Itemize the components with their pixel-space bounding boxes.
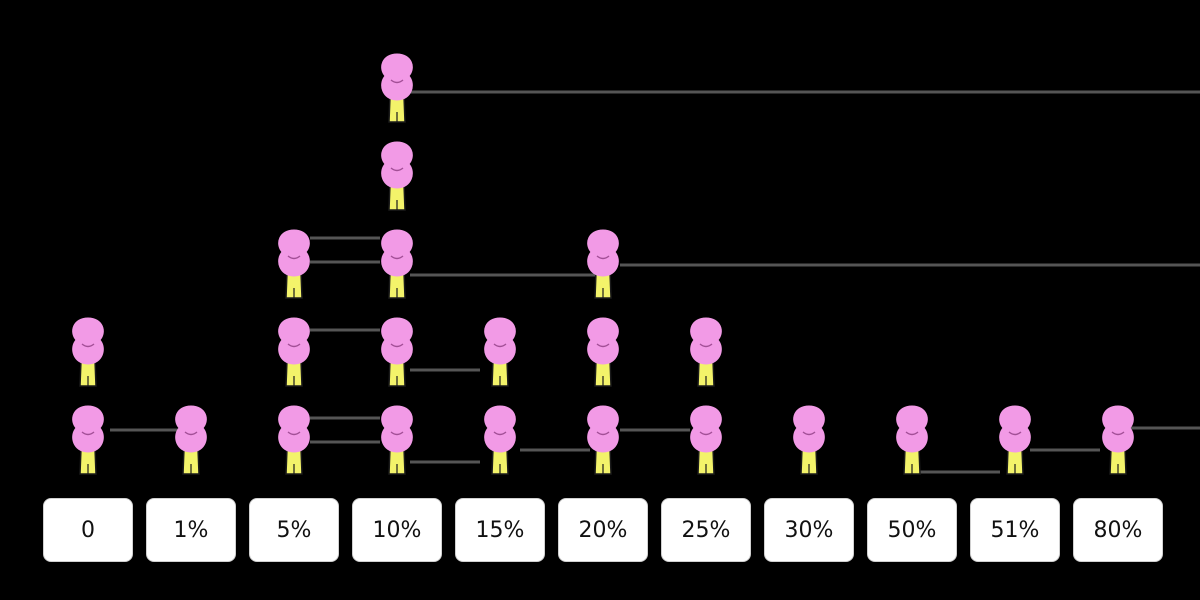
- person-icon: [278, 317, 310, 387]
- person-icon: [278, 405, 310, 475]
- category-label: 51%: [970, 498, 1060, 562]
- person-icon: [587, 405, 619, 475]
- category-label: 20%: [558, 498, 648, 562]
- person-icon: [999, 405, 1031, 475]
- person-icon: [278, 229, 310, 299]
- connector-lines: [110, 90, 1200, 474]
- person-icon: [690, 405, 722, 475]
- person-icon: [381, 317, 413, 387]
- person-icon: [587, 229, 619, 299]
- person-icon: [72, 405, 104, 475]
- person-icon: [381, 141, 413, 211]
- category-label: 30%: [764, 498, 854, 562]
- category-label: 15%: [455, 498, 545, 562]
- category-label: 25%: [661, 498, 751, 562]
- category-label: 10%: [352, 498, 442, 562]
- person-icon: [587, 317, 619, 387]
- category-label: 1%: [146, 498, 236, 562]
- person-icon: [690, 317, 722, 387]
- person-icon: [175, 405, 207, 475]
- person-icon: [484, 405, 516, 475]
- person-icon: [793, 405, 825, 475]
- person-icons: [72, 53, 1134, 475]
- category-label: 50%: [867, 498, 957, 562]
- person-icon: [381, 229, 413, 299]
- category-label: 5%: [249, 498, 339, 562]
- person-icon: [72, 317, 104, 387]
- category-label: 80%: [1073, 498, 1163, 562]
- person-icon: [896, 405, 928, 475]
- person-icon: [381, 53, 413, 123]
- person-icon: [484, 317, 516, 387]
- person-icon: [381, 405, 413, 475]
- category-label: 0: [43, 498, 133, 562]
- person-icon: [1102, 405, 1134, 475]
